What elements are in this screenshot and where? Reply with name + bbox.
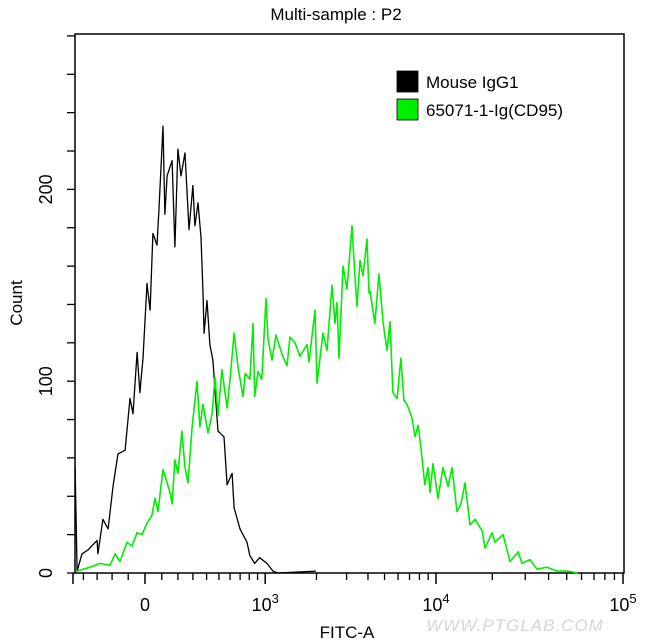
series-line-mouse-igg1 [74, 125, 317, 574]
x-tick-label-base: 10 [252, 595, 272, 615]
x-axis-label: FITC-A [320, 623, 375, 642]
series-line-cd95 [76, 225, 579, 574]
x-tick-label: 103 [252, 591, 279, 615]
plot-frame [74, 33, 625, 574]
x-tick-label-exponent: 4 [442, 591, 449, 606]
x-tick-label-exponent: 5 [629, 591, 636, 606]
y-tick-label: 100 [36, 366, 56, 396]
x-tick-label: 104 [422, 591, 449, 615]
y-tick-label: 200 [36, 174, 56, 204]
legend-label: Mouse IgG1 [426, 73, 519, 92]
x-tick-label-base: 10 [422, 595, 442, 615]
legend-swatch [396, 98, 419, 121]
y-tick-label: 0 [36, 568, 56, 578]
legend: Mouse IgG1 65071-1-Ig(CD95) [396, 70, 563, 121]
series-group [74, 125, 579, 574]
legend-label: 65071-1-Ig(CD95) [426, 101, 563, 120]
x-tick-label-exponent: 3 [272, 591, 279, 606]
plot-area [74, 33, 625, 574]
chart-title: Multi-sample : P2 [270, 5, 401, 24]
x-tick-label-base: 0 [140, 595, 150, 615]
x-axis: 0 103 104 105 [72, 573, 637, 615]
legend-swatch [396, 70, 419, 93]
x-tick-label-base: 10 [609, 595, 629, 615]
y-axis-label: Count [7, 280, 26, 326]
watermark: WWW.PTGLAB.COM [426, 616, 604, 635]
y-axis: 0 100 200 [36, 35, 75, 578]
x-tick-label: 0 [140, 595, 150, 615]
x-tick-label: 105 [609, 591, 636, 615]
